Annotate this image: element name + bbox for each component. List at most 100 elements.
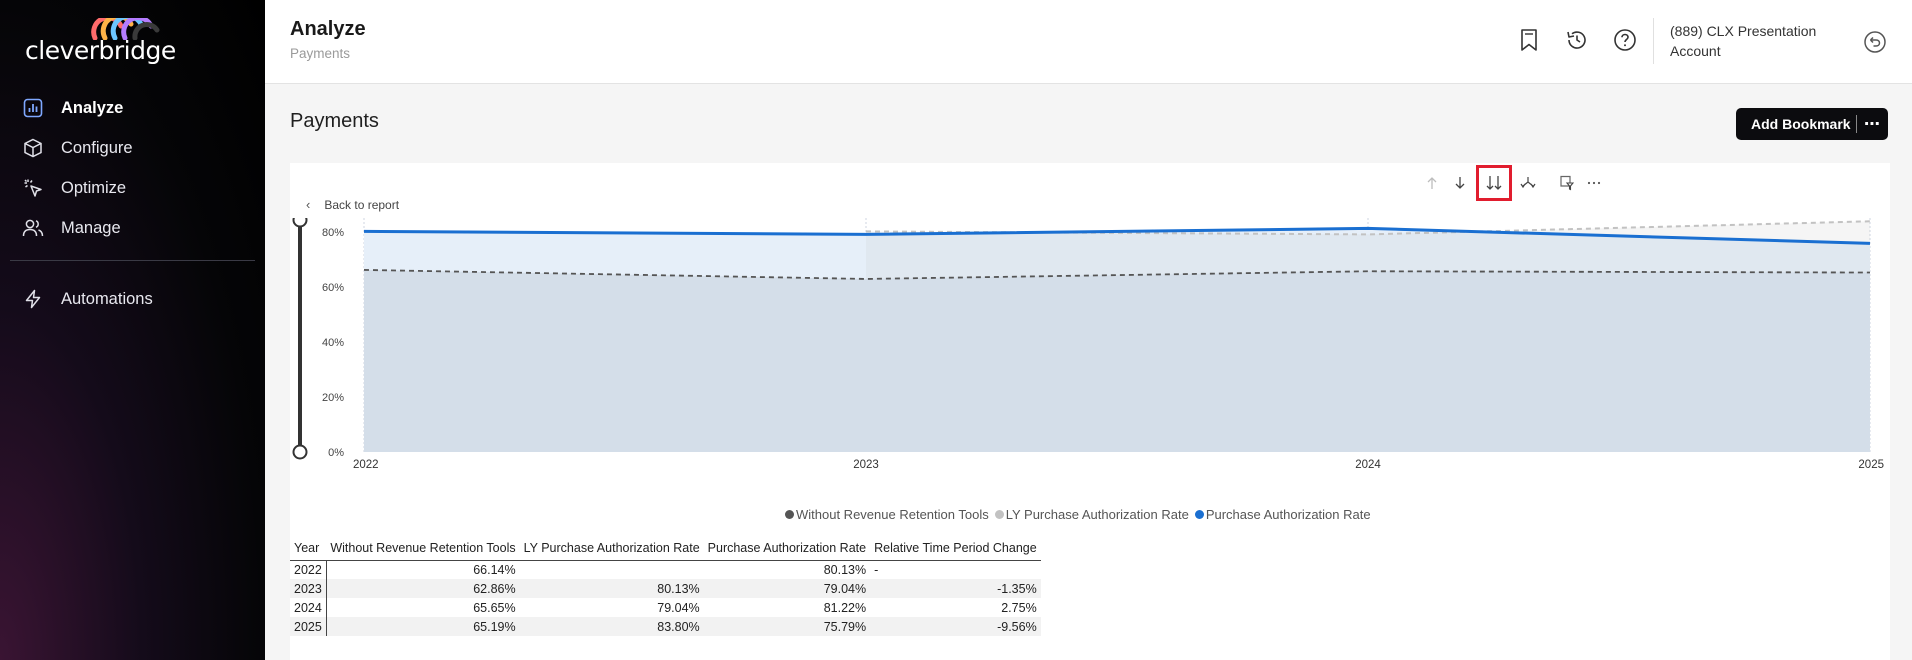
back-to-report-link[interactable]: ‹ Back to report [306, 197, 399, 212]
header-title: Analyze [290, 18, 366, 40]
sidebar-item-automations[interactable]: Automations [0, 279, 265, 319]
table-cell-year: 2023 [290, 579, 327, 598]
y-tick-label: 0% [328, 447, 344, 459]
table-cell: 65.19% [326, 617, 520, 636]
sidebar-item-label: Optimize [61, 178, 127, 197]
area-without-revenue-retention-tools [364, 269, 1870, 452]
brand-arcs-icon [91, 18, 160, 40]
legend-dot-icon [994, 510, 1004, 519]
legend-item[interactable]: Purchase Authorization Rate [1194, 507, 1371, 522]
table-cell-year: 2022 [290, 560, 327, 579]
table-cell: 80.13% [519, 579, 704, 598]
table-cell: 75.79% [703, 617, 871, 636]
table-cell: 79.04% [657, 600, 700, 615]
visual-toolbar [1420, 165, 1610, 201]
y-tick-label: 60% [322, 282, 344, 294]
table-header-row: Year Without Revenue Retention Tools LY … [290, 536, 1041, 561]
legend-label: Without Revenue Retention Tools [796, 507, 989, 522]
column-header[interactable]: Year [290, 536, 327, 561]
help-icon[interactable] [1611, 26, 1639, 54]
column-header[interactable]: Without Revenue Retention Tools [326, 536, 520, 561]
table-cell: 80.13% [823, 562, 867, 577]
legend-item[interactable]: Without Revenue Retention Tools [785, 507, 989, 522]
brand-logo[interactable]: cleverbridge [25, 18, 176, 65]
expand-hierarchy-icon[interactable] [1516, 171, 1540, 195]
history-icon[interactable] [1563, 26, 1591, 54]
chevron-left-icon: ‹ [306, 197, 311, 212]
table-row: 2022 66.14% 80.13% - [290, 560, 1041, 579]
sidebar-item-label: Configure [61, 138, 133, 157]
table-cell: - [874, 562, 879, 577]
users-icon [22, 217, 44, 239]
table-cell: 62.86% [326, 579, 520, 598]
sidebar-item-label: Automations [61, 289, 153, 308]
cube-icon [22, 137, 44, 159]
sidebar-item-manage[interactable]: Manage [0, 208, 265, 248]
column-header[interactable]: Purchase Authorization Rate [703, 536, 871, 561]
legend-dot-icon [1194, 510, 1204, 519]
sidebar-divider [10, 260, 255, 261]
bookmark-more-icon[interactable]: ⋯ [1864, 116, 1881, 133]
expand-all-down-icon[interactable] [1476, 165, 1512, 201]
table-cell: 83.80% [519, 617, 704, 636]
table-cell: 65.65% [473, 600, 516, 615]
switch-account-icon[interactable] [1861, 28, 1889, 56]
table-cell: -9.56% [870, 617, 1041, 636]
table-cell: 81.22% [823, 600, 867, 615]
header-icons [1515, 26, 1639, 54]
table-cell: 2.75% [1001, 600, 1037, 615]
x-tick-label: 2022 [353, 459, 379, 471]
legend-label: LY Purchase Authorization Rate [1005, 507, 1189, 522]
authorization-rate-chart: 0% 20% 40% 60% 80% 2022 2023 2024 2025 [292, 218, 1884, 471]
legend-label: Purchase Authorization Rate [1205, 507, 1371, 522]
x-tick-label: 2024 [1355, 459, 1381, 471]
range-slider-handle-bottom[interactable] [292, 444, 308, 460]
account-name[interactable]: (889) CLX Presentation Account [1670, 23, 1817, 59]
sidebar-item-analyze[interactable]: Analyze [0, 88, 265, 128]
table-cell-year: 2025 [290, 617, 327, 636]
add-bookmark-button[interactable]: Add Bookmark ⋯ [1736, 108, 1888, 140]
line-purchase-authorization-rate [363, 226, 1871, 245]
y-tick-label: 20% [322, 392, 344, 404]
table-cell: -1.35% [870, 579, 1041, 598]
bolt-icon [22, 288, 44, 310]
top-header: Analyze Payments (889) CLX Presentation … [265, 0, 1912, 84]
report-visual-card: ‹ Back to report 0% 20% 40% 60% 80% 2022 2023 2… [290, 163, 1890, 660]
table-cell-year: 2024 [290, 598, 327, 617]
sidebar-item-configure[interactable]: Configure [0, 128, 265, 168]
sidebar: cleverbridge Analyze Configure Optimize … [0, 0, 265, 660]
column-header[interactable]: LY Purchase Authorization Rate [519, 536, 704, 561]
header-subtitle: Payments [290, 46, 351, 61]
back-to-report-label: Back to report [324, 197, 400, 212]
table-row: 2024 65.65% 79.04% 81.22% 2.75% [290, 598, 1041, 617]
table-cell: 66.14% [473, 562, 516, 577]
table-row: 2025 65.19% 83.80% 75.79% -9.56% [290, 617, 1041, 636]
cursor-sparkle-icon [22, 177, 44, 199]
sidebar-nav: Analyze Configure Optimize Manage Autom [0, 88, 265, 319]
more-options-icon[interactable] [1582, 171, 1606, 195]
y-tick-label: 40% [322, 337, 344, 349]
table-cell: 79.04% [703, 579, 871, 598]
sidebar-item-optimize[interactable]: Optimize [0, 168, 265, 208]
table-cell [520, 560, 704, 579]
filter-visual-icon[interactable] [1554, 171, 1578, 195]
x-tick-label: 2023 [853, 459, 879, 471]
page-title: Payments [290, 110, 379, 132]
drill-up-icon[interactable] [1420, 171, 1444, 195]
column-header[interactable]: Relative Time Period Change [870, 536, 1041, 561]
legend-item[interactable]: LY Purchase Authorization Rate [994, 507, 1189, 522]
data-table: Year Without Revenue Retention Tools LY … [290, 536, 1041, 636]
button-divider [1856, 115, 1857, 133]
range-slider-handle-top[interactable] [292, 218, 308, 228]
drill-down-icon[interactable] [1448, 171, 1472, 195]
brand-name: cleverbridge [25, 36, 176, 65]
bookmark-icon[interactable] [1515, 26, 1543, 54]
sidebar-item-label: Manage [61, 218, 121, 237]
table-row: 2023 62.86% 80.13% 79.04% -1.35% [290, 579, 1041, 598]
x-tick-label: 2025 [1858, 459, 1884, 471]
header-separator [1653, 18, 1654, 64]
add-bookmark-label: Add Bookmark [1751, 116, 1851, 132]
chart-legend: Without Revenue Retention Tools LY Purcha… [785, 507, 1371, 522]
line-without-revenue-retention-tools [363, 269, 1871, 280]
y-tick-label: 80% [322, 227, 344, 239]
